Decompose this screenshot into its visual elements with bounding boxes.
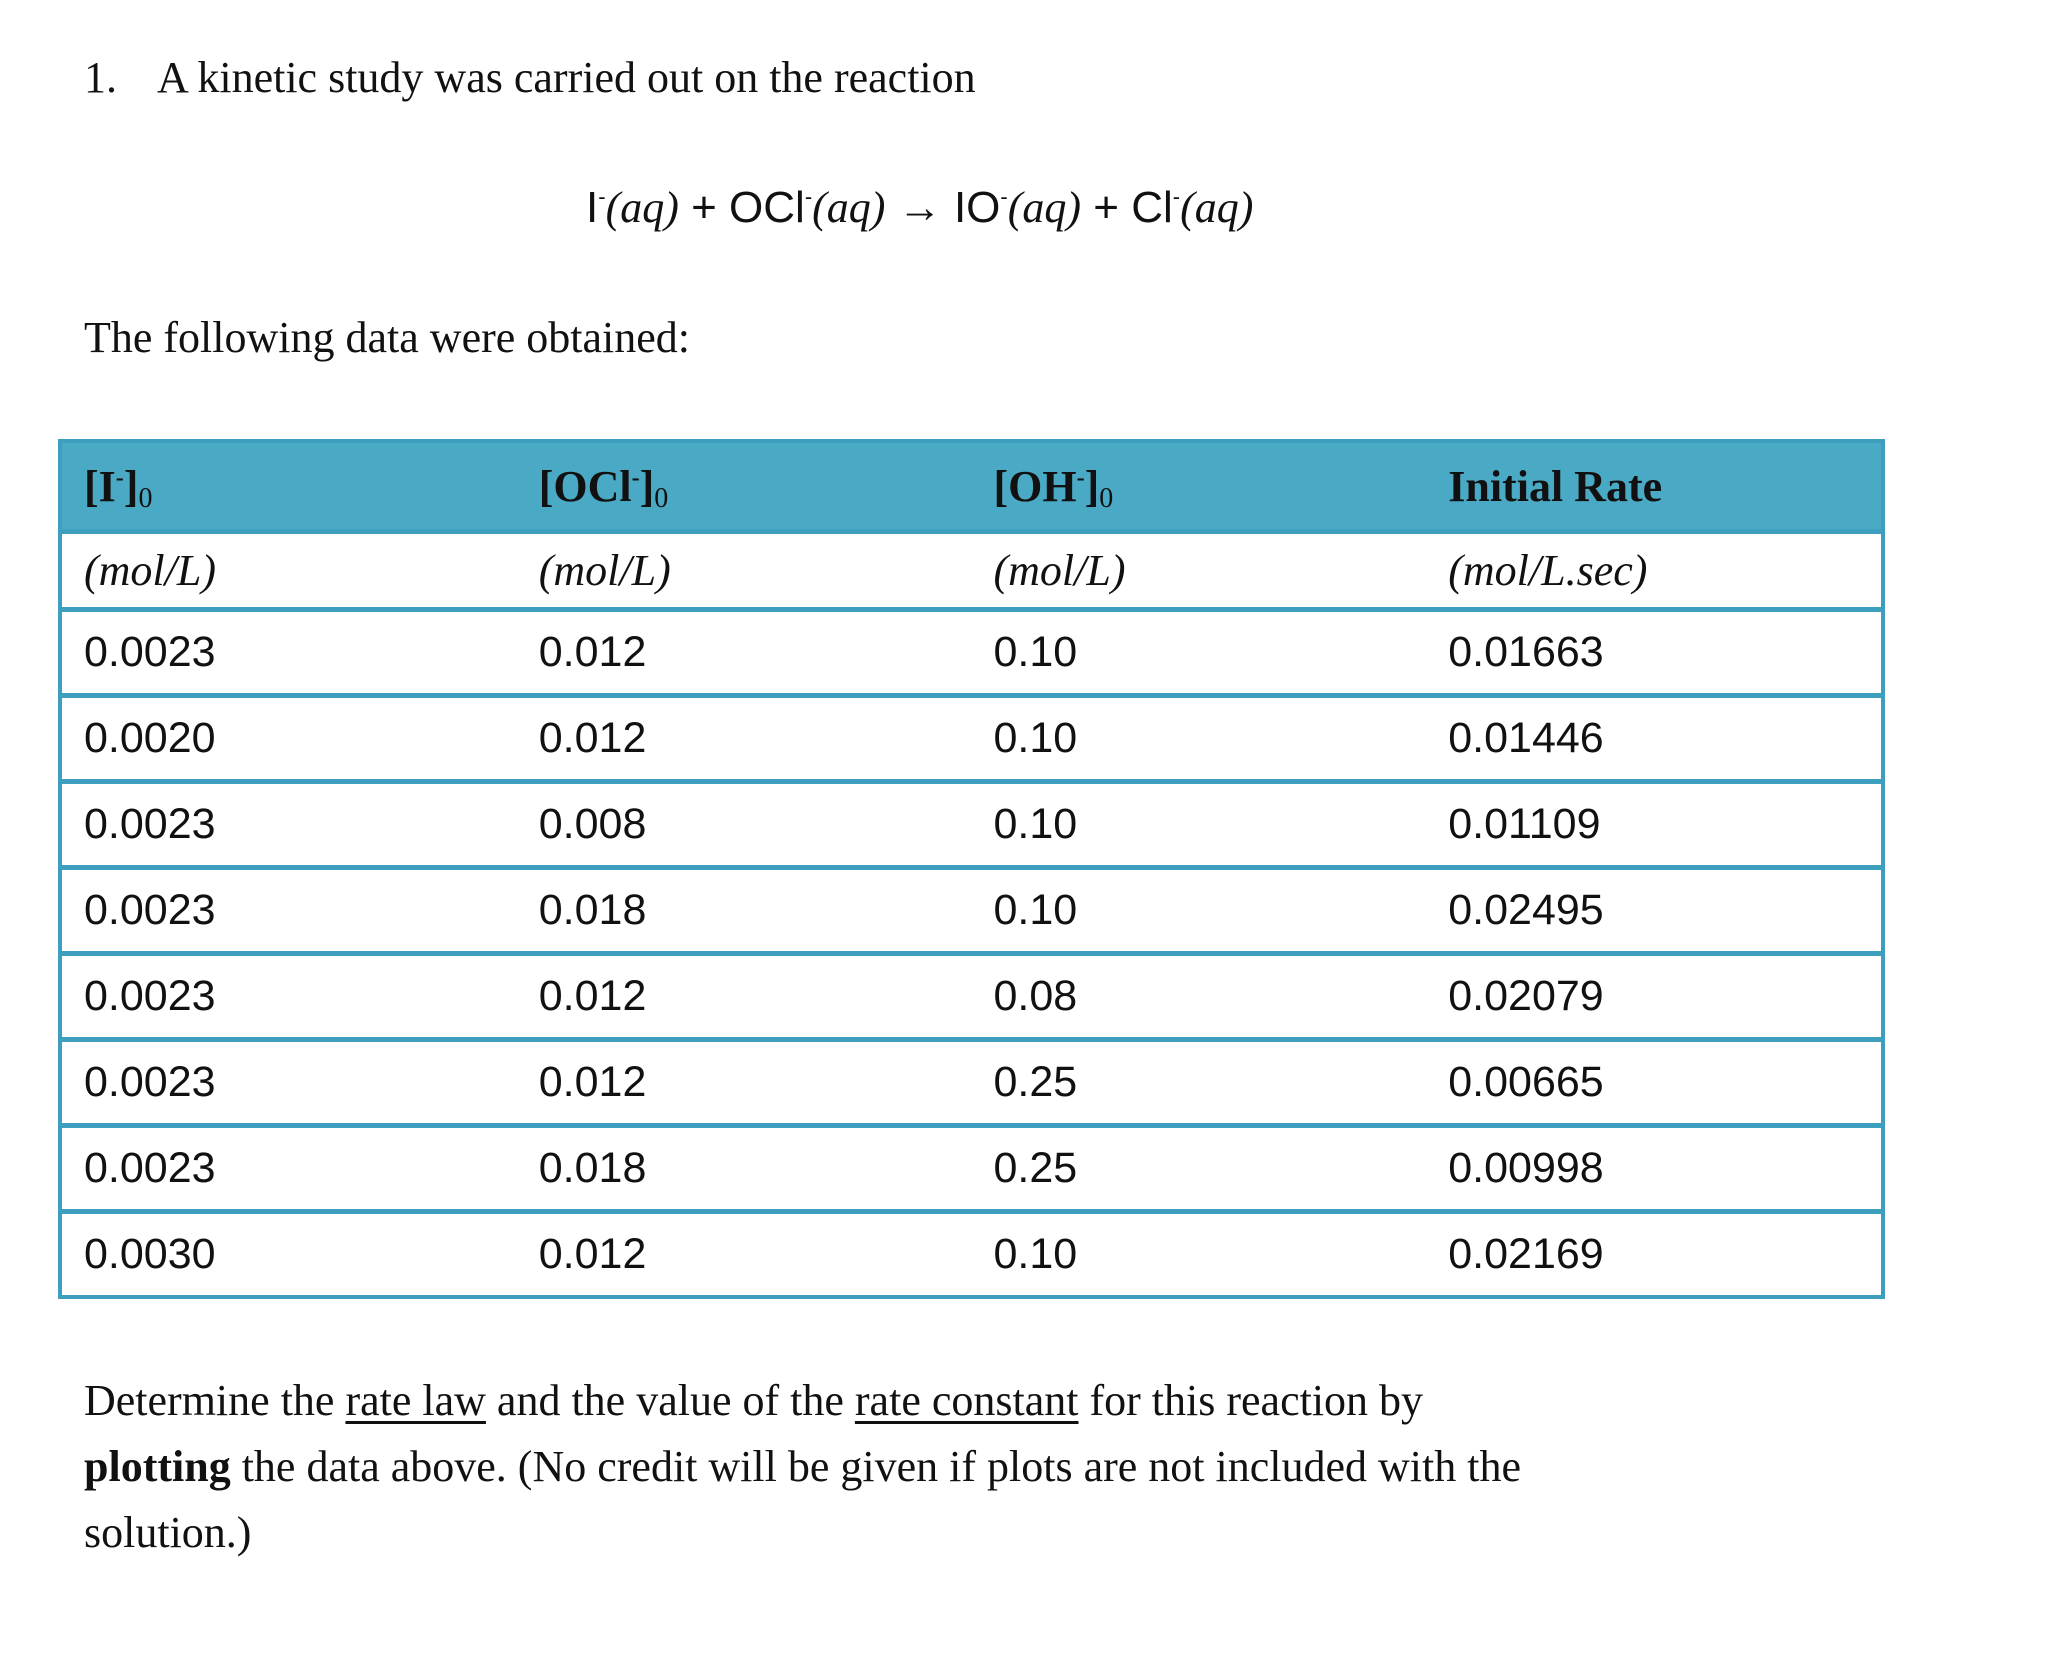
cell-iodide: 0.0023 <box>84 1144 216 1192</box>
table-row: 0.0023 0.012 0.08 0.02079 <box>62 951 1881 1037</box>
header-hydroxide-conc: [OH-]0 <box>993 461 1114 514</box>
header-iodide-conc: [I-]0 <box>84 461 153 514</box>
cell-rate: 0.01109 <box>1448 800 1601 848</box>
data-intro-text: The following data were obtained: <box>84 313 691 362</box>
cell-rate: 0.02495 <box>1448 886 1604 934</box>
text: Determine the <box>84 1376 346 1425</box>
cell-iodide: 0.0020 <box>84 714 216 762</box>
cell-rate: 0.01446 <box>1448 714 1604 762</box>
header-hypochlorite-conc: [OCl-]0 <box>538 461 669 514</box>
cell-hypochlorite: 0.012 <box>538 714 647 762</box>
cell-rate: 0.02169 <box>1448 1230 1604 1278</box>
cell-hypochlorite: 0.012 <box>538 1058 647 1106</box>
cell-rate: 0.00998 <box>1448 1144 1604 1192</box>
cell-hydroxide: 0.10 <box>993 628 1078 676</box>
text: the data above. (No credit will be given… <box>230 1442 1521 1491</box>
cell-hypochlorite: 0.012 <box>538 628 647 676</box>
cell-iodide: 0.0023 <box>84 886 216 934</box>
cell-hydroxide: 0.10 <box>993 1230 1078 1278</box>
table-row: 0.0030 0.012 0.10 0.02169 <box>62 1209 1881 1295</box>
table-units-row: (mol/L) (mol/L) (mol/L) (mol/L.sec) <box>62 529 1881 607</box>
plus-sign: + <box>1093 183 1119 232</box>
cell-hypochlorite: 0.018 <box>538 886 647 934</box>
instructions-line-2: plotting the data above. (No credit will… <box>84 1434 1521 1500</box>
plotting-emphasis: plotting <box>84 1442 231 1491</box>
cell-iodide: 0.0023 <box>84 972 216 1020</box>
table-row: 0.0023 0.012 0.10 0.01663 <box>62 607 1881 693</box>
reactant-hypochlorite: OCl-(aq) <box>729 183 886 232</box>
cell-hydroxide: 0.25 <box>993 1144 1078 1192</box>
text: and the value of the <box>485 1376 855 1425</box>
table-row: 0.0023 0.018 0.10 0.02495 <box>62 865 1881 951</box>
cell-iodide: 0.0030 <box>84 1230 216 1278</box>
unit-cell: (mol/L) <box>993 546 1126 595</box>
rate-law-emphasis: rate law <box>345 1376 486 1425</box>
unit-cell: (mol/L) <box>84 546 216 595</box>
cell-iodide: 0.0023 <box>84 628 216 676</box>
table-row: 0.0020 0.012 0.10 0.01446 <box>62 693 1881 779</box>
table-row: 0.0023 0.008 0.10 0.01109 <box>62 779 1881 865</box>
rate-constant-emphasis: rate constant <box>854 1376 1079 1425</box>
reactant-iodide: I-(aq) <box>586 183 679 232</box>
cell-rate: 0.01663 <box>1448 628 1604 676</box>
cell-hydroxide: 0.08 <box>993 972 1078 1020</box>
plus-sign: + <box>691 183 717 232</box>
cell-hydroxide: 0.25 <box>993 1058 1078 1106</box>
unit-cell: (mol/L) <box>538 546 671 595</box>
instructions-line-1: Determine the rate law and the value of … <box>84 1368 1521 1434</box>
table-row: 0.0023 0.012 0.25 0.00665 <box>62 1037 1881 1123</box>
cell-hydroxide: 0.10 <box>993 886 1078 934</box>
instructions-paragraph: Determine the rate law and the value of … <box>84 1368 1521 1566</box>
question-number: 1. <box>84 53 117 102</box>
table-row: 0.0023 0.018 0.25 0.00998 <box>62 1123 1881 1209</box>
text: for this reaction by <box>1078 1376 1424 1425</box>
instructions-line-3: solution.) <box>84 1508 252 1557</box>
product-chloride: Cl-(aq) <box>1131 183 1254 232</box>
reaction-equation: I-(aq) + OCl-(aq) → IO-(aq) + Cl-(aq) <box>586 182 1253 233</box>
cell-hypochlorite: 0.012 <box>538 972 647 1020</box>
cell-hypochlorite: 0.008 <box>538 800 647 848</box>
reaction-arrow-icon: → <box>897 183 942 232</box>
question-intro: A kinetic study was carried out on the r… <box>157 53 976 102</box>
cell-iodide: 0.0023 <box>84 1058 216 1106</box>
header-initial-rate: Initial Rate <box>1448 461 1663 511</box>
cell-hydroxide: 0.10 <box>993 714 1078 762</box>
cell-hypochlorite: 0.012 <box>538 1230 647 1278</box>
cell-hydroxide: 0.10 <box>993 800 1078 848</box>
cell-rate: 0.00665 <box>1448 1058 1604 1106</box>
kinetics-data-table: [I-]0 [OCl-]0 [OH-]0 Initial Rate (mol/L… <box>58 439 1885 1299</box>
product-hypoiodite: IO-(aq) <box>953 183 1082 232</box>
cell-rate: 0.02079 <box>1448 972 1604 1020</box>
cell-hypochlorite: 0.018 <box>538 1144 647 1192</box>
unit-cell: (mol/L.sec) <box>1448 546 1648 595</box>
cell-iodide: 0.0023 <box>84 800 216 848</box>
table-header-row: [I-]0 [OCl-]0 [OH-]0 Initial Rate <box>62 443 1881 529</box>
